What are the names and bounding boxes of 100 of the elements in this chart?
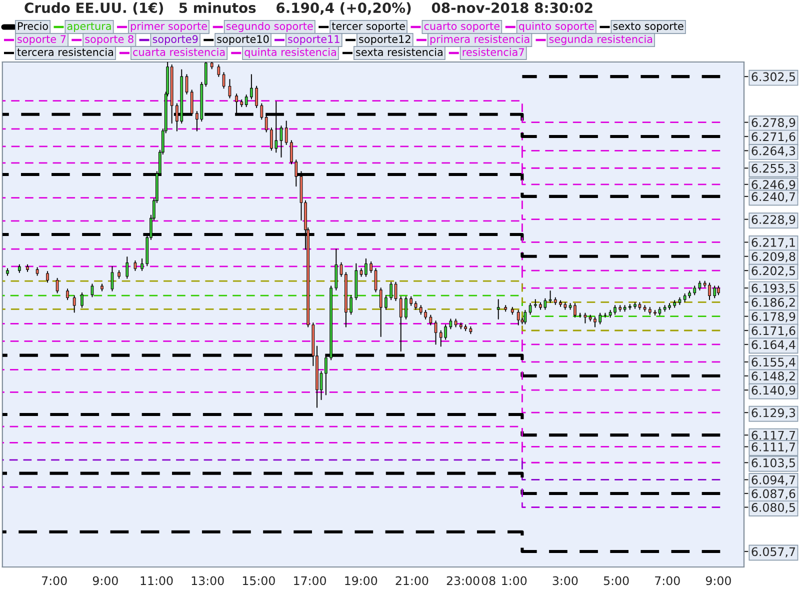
- y-tick-label: 6.164,4: [752, 340, 796, 350]
- legend-label: sexta resistencia: [356, 48, 442, 56]
- candlestick: [370, 261, 372, 273]
- y-tick-label: 6.117,7: [752, 430, 795, 441]
- y-tick-label: 6.209,8: [752, 252, 796, 262]
- y-tick-label: 6.178,9: [752, 312, 796, 322]
- candlestick: [350, 295, 352, 315]
- candlestick: [56, 278, 59, 294]
- y-tick-label: 6.140,9: [752, 386, 796, 396]
- candlestick: [528, 303, 532, 315]
- candlestick: [548, 290, 552, 304]
- candlestick: [399, 296, 402, 352]
- legend-label: primer soporte: [130, 22, 207, 32]
- chart-title: Crudo EE.UU. (1€): [24, 2, 163, 15]
- candlestick: [598, 312, 602, 324]
- y-tick-label: 6.087,6: [752, 489, 796, 500]
- legend-label: soporte9: [152, 35, 198, 46]
- legend-label: cuarta resistencia: [133, 48, 225, 56]
- y-tick-label: 6.271,6: [752, 132, 796, 142]
- candlestick: [244, 94, 248, 108]
- candlestick: [434, 320, 438, 345]
- candlestick: [228, 78, 232, 98]
- legend-label: quinto soporte: [518, 22, 594, 32]
- y-tick-label: 6.094,7: [752, 475, 795, 486]
- candlestick: [334, 248, 338, 290]
- y-tick-label: 6.255,3: [752, 164, 796, 174]
- candlestick: [429, 314, 432, 326]
- candlestick: [110, 266, 114, 292]
- y-tick-label: 6.129,3: [752, 408, 796, 418]
- legend-label: tercera resistencia: [17, 48, 114, 56]
- x-tick-label: 15:00: [242, 576, 275, 586]
- candlestick: [516, 310, 520, 326]
- chart-subtitle: 5 minutos 6.190,4 (+0,20%) 08-nov-2018 8:30:02: [179, 2, 592, 15]
- candlestick: [126, 256, 129, 279]
- y-tick-label: 6.278,9: [752, 118, 796, 128]
- candlestick: [340, 262, 343, 277]
- x-tick-label: 3:00: [552, 576, 578, 586]
- candlestick: [404, 296, 408, 320]
- x-tick-label: 23:00: [446, 576, 480, 586]
- candlestick: [524, 310, 527, 324]
- candlestick: [284, 120, 288, 145]
- candlestick: [449, 318, 452, 330]
- candlestick: [255, 86, 258, 108]
- y-tick-label: 6.057,7: [752, 547, 795, 558]
- x-tick-label: 5:00: [604, 576, 629, 586]
- y-tick-label: 6.111,7: [752, 442, 795, 453]
- x-tick-label: 08: [482, 576, 496, 586]
- candlestick: [713, 286, 716, 298]
- legend-label: segunda resistencia: [549, 34, 652, 46]
- legend-label: tercer soporte: [332, 22, 405, 32]
- y-tick-label: 6.103,5: [752, 458, 795, 468]
- legend-label: soporte11: [288, 35, 340, 46]
- legend-label: segundo soporte: [226, 22, 313, 32]
- y-tick-label: 6.228,9: [752, 215, 796, 226]
- x-tick-label: 7:00: [42, 576, 67, 586]
- legend-label: sexto soporte: [613, 22, 684, 32]
- candlestick: [250, 74, 253, 100]
- y-tick-label: 6.148,2: [752, 372, 795, 382]
- candlestick: [384, 295, 388, 310]
- x-tick-label: 11:00: [140, 576, 173, 586]
- candlestick: [260, 103, 264, 120]
- y-tick-label: 6.080,5: [752, 502, 795, 514]
- candlestick: [66, 288, 69, 300]
- legend-label: resistencia7: [462, 48, 524, 56]
- candlestick: [496, 299, 500, 320]
- x-tick-label: 7:00: [655, 576, 680, 586]
- candlestick: [534, 299, 537, 308]
- x-tick-label: 19:00: [345, 576, 378, 586]
- y-tick-label: 6.302,5: [752, 72, 795, 82]
- x-tick-label: 9:00: [706, 576, 731, 586]
- y-tick-label: 6.246,9: [752, 180, 796, 190]
- legend-label: primera resistencia: [430, 34, 530, 46]
- candlestick: [134, 260, 137, 272]
- y-tick-label: 6.193,5: [752, 284, 795, 294]
- legend-label: soporte 7: [18, 35, 66, 46]
- candlestick: [584, 312, 587, 324]
- candlestick: [374, 268, 378, 292]
- legend-label: soporte12: [359, 35, 410, 46]
- candlestick: [280, 126, 283, 158]
- candlestick: [46, 271, 49, 283]
- y-tick-label: 6.264,3: [752, 146, 796, 157]
- candlestick: [217, 64, 220, 78]
- legend-label: cuarto soporte: [424, 22, 500, 32]
- legend-label: Precio: [18, 22, 48, 30]
- candlestick: [72, 295, 76, 313]
- legend-label: soporte 8: [85, 35, 134, 46]
- x-tick-label: 17:00: [294, 576, 326, 586]
- x-tick-label: 21:00: [396, 576, 428, 586]
- x-tick-label: 1:00: [502, 576, 527, 586]
- candlestick: [185, 74, 188, 94]
- y-tick-label: 6.171,6: [752, 326, 796, 336]
- legend-label: soporte10: [217, 35, 269, 46]
- legend-label: apertura: [67, 22, 111, 32]
- y-tick-label: 6.202,5: [752, 266, 795, 276]
- candlestick: [379, 288, 382, 338]
- x-tick-label: 13:00: [192, 576, 224, 586]
- candlestick: [140, 258, 144, 272]
- y-tick-label: 6.217,1: [752, 238, 795, 248]
- x-tick-label: 9:00: [92, 576, 118, 586]
- legend-label: quinta resistencia: [244, 48, 336, 58]
